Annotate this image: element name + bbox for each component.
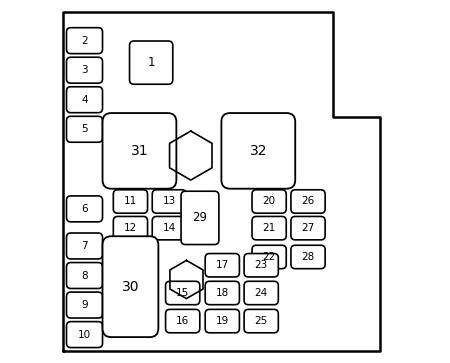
Text: 30: 30 <box>122 280 139 294</box>
FancyBboxPatch shape <box>166 281 200 305</box>
Text: 15: 15 <box>176 288 189 298</box>
FancyBboxPatch shape <box>252 245 286 269</box>
FancyBboxPatch shape <box>67 322 103 347</box>
Text: 4: 4 <box>81 95 88 105</box>
FancyBboxPatch shape <box>67 116 103 142</box>
Text: 17: 17 <box>216 260 229 270</box>
Text: 24: 24 <box>255 288 268 298</box>
Text: 7: 7 <box>81 241 88 251</box>
Text: 20: 20 <box>262 196 276 207</box>
Text: 28: 28 <box>302 252 315 262</box>
FancyBboxPatch shape <box>113 190 148 213</box>
Text: 21: 21 <box>262 223 276 233</box>
FancyBboxPatch shape <box>103 113 176 189</box>
FancyBboxPatch shape <box>67 196 103 222</box>
FancyBboxPatch shape <box>205 309 239 333</box>
FancyBboxPatch shape <box>130 41 173 84</box>
FancyBboxPatch shape <box>252 216 286 240</box>
Text: 1: 1 <box>148 56 155 69</box>
FancyBboxPatch shape <box>181 191 219 245</box>
FancyBboxPatch shape <box>67 233 103 259</box>
Text: 31: 31 <box>130 144 148 158</box>
Text: 19: 19 <box>216 316 229 326</box>
Text: 6: 6 <box>81 204 88 214</box>
Text: 14: 14 <box>163 223 176 233</box>
Text: 25: 25 <box>255 316 268 326</box>
FancyBboxPatch shape <box>67 262 103 289</box>
FancyBboxPatch shape <box>103 236 158 337</box>
Text: 9: 9 <box>81 300 88 310</box>
Text: 23: 23 <box>255 260 268 270</box>
Text: 2: 2 <box>81 36 88 46</box>
Text: 16: 16 <box>176 316 189 326</box>
FancyBboxPatch shape <box>252 190 286 213</box>
Text: 18: 18 <box>216 288 229 298</box>
FancyBboxPatch shape <box>113 216 148 240</box>
FancyBboxPatch shape <box>67 87 103 113</box>
FancyBboxPatch shape <box>205 281 239 305</box>
Text: 12: 12 <box>124 223 137 233</box>
Text: 5: 5 <box>81 124 88 134</box>
Text: 3: 3 <box>81 65 88 75</box>
FancyBboxPatch shape <box>244 281 278 305</box>
FancyBboxPatch shape <box>291 245 325 269</box>
FancyBboxPatch shape <box>221 113 295 189</box>
Text: 22: 22 <box>262 252 276 262</box>
FancyBboxPatch shape <box>67 292 103 318</box>
FancyBboxPatch shape <box>205 253 239 277</box>
Text: 13: 13 <box>163 196 176 207</box>
Text: 29: 29 <box>193 211 207 224</box>
Text: 32: 32 <box>250 144 267 158</box>
FancyBboxPatch shape <box>67 28 103 54</box>
FancyBboxPatch shape <box>166 309 200 333</box>
FancyBboxPatch shape <box>67 57 103 83</box>
Text: 27: 27 <box>302 223 315 233</box>
Text: 10: 10 <box>78 330 91 340</box>
FancyBboxPatch shape <box>291 190 325 213</box>
FancyBboxPatch shape <box>291 216 325 240</box>
Text: 8: 8 <box>81 270 88 281</box>
FancyBboxPatch shape <box>152 190 186 213</box>
Text: 11: 11 <box>124 196 137 207</box>
Text: 26: 26 <box>302 196 315 207</box>
FancyBboxPatch shape <box>244 253 278 277</box>
FancyBboxPatch shape <box>152 216 186 240</box>
FancyBboxPatch shape <box>244 309 278 333</box>
